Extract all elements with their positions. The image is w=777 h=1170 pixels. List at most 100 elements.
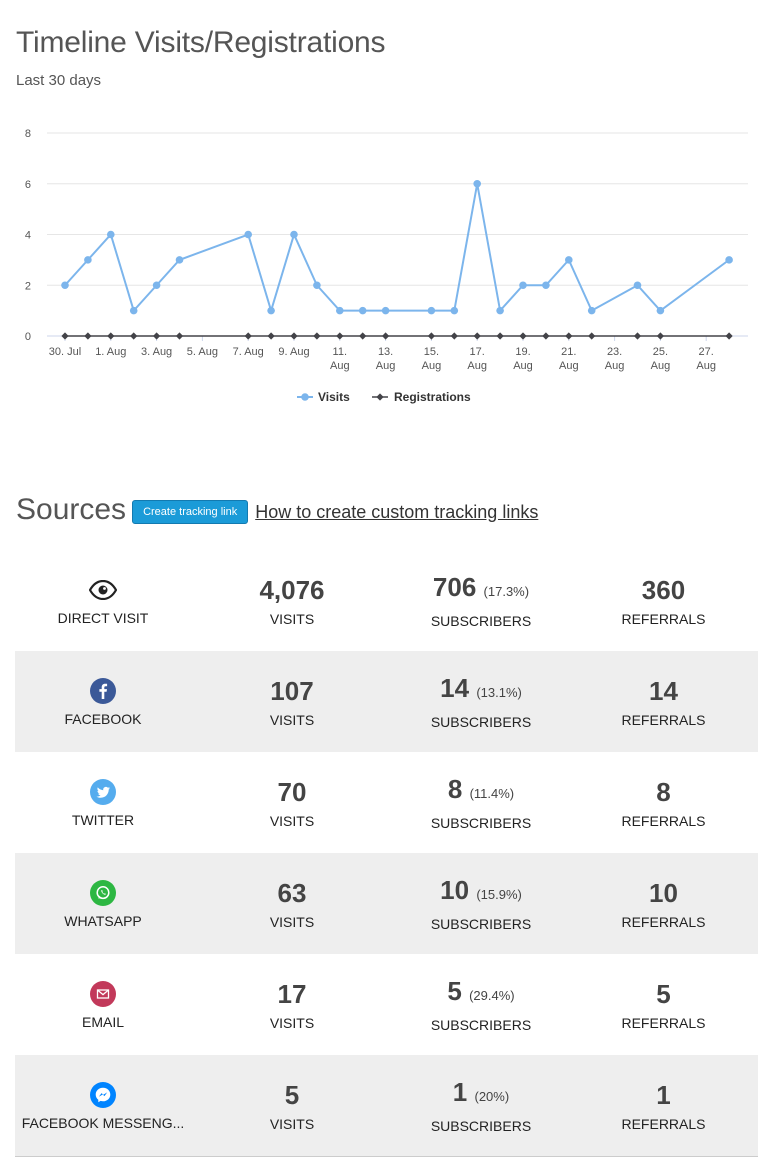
registrations-point xyxy=(336,332,344,340)
visits-count: 5 xyxy=(284,1079,300,1110)
source-row-facebook: FACEBOOK 107 VISITS 14 (13.1%) SUBSCRIBE… xyxy=(15,651,758,752)
subscribers-count: 8 xyxy=(447,774,463,804)
x-tick-label: 13. xyxy=(378,346,393,358)
referrals-caption: REFERRALS xyxy=(621,711,706,728)
visits-point xyxy=(427,306,436,315)
source-name: EMAIL xyxy=(81,1013,124,1030)
registrations-point xyxy=(382,332,390,340)
subscribers-percent: (15.9%) xyxy=(476,887,522,902)
registrations-point xyxy=(519,332,527,340)
source-row-twitter: TWITTER 70 VISITS 8 (11.4%) SUBSCRIBERS … xyxy=(15,752,758,853)
referrals-count: 10 xyxy=(649,877,678,908)
visits-point xyxy=(587,306,596,315)
x-tick-label: 19. xyxy=(515,346,530,358)
visits-point xyxy=(358,306,367,315)
registrations-point xyxy=(450,332,458,340)
y-tick-label: 6 xyxy=(25,179,31,191)
page-title: Timeline Visits/Registrations xyxy=(16,26,386,60)
sources-header: Sources Create tracking link How to crea… xyxy=(16,490,538,530)
facebook-icon xyxy=(89,677,117,705)
x-tick-label: 17. xyxy=(470,346,485,358)
source-name: FACEBOOK xyxy=(64,710,142,727)
source-name: WHATSAPP xyxy=(64,912,142,929)
visits-point xyxy=(313,281,321,290)
visits-point xyxy=(336,306,344,315)
referrals-count: 360 xyxy=(641,574,686,605)
source-name: DIRECT VISIT xyxy=(57,609,149,626)
how-to-tracking-links-link[interactable]: How to create custom tracking links xyxy=(255,501,539,522)
y-tick-label: 0 xyxy=(25,331,31,343)
subscribers-percent: (17.3%) xyxy=(483,584,530,599)
eye-icon xyxy=(89,576,117,604)
source-row-whatsapp: WHATSAPP 63 VISITS 10 (15.9%) SUBSCRIBER… xyxy=(15,853,758,954)
x-tick-label: Aug xyxy=(651,360,671,372)
series-line-visits xyxy=(64,183,730,315)
registrations-point xyxy=(588,332,596,340)
subscribers-count: 10 xyxy=(440,875,470,905)
visits-caption: VISITS xyxy=(269,610,315,627)
visits-point xyxy=(267,306,275,315)
legend-visits-marker xyxy=(301,393,309,401)
x-tick-label: 15. xyxy=(424,346,439,358)
registrations-point xyxy=(313,332,321,340)
referrals-count: 1 xyxy=(656,1079,671,1110)
y-tick-label: 8 xyxy=(25,128,31,140)
referrals-count: 5 xyxy=(656,978,671,1009)
visits-point xyxy=(61,281,69,290)
registrations-point xyxy=(565,332,573,340)
x-tick-label: 3. Aug xyxy=(141,346,172,358)
visits-caption: VISITS xyxy=(269,812,315,829)
x-tick-label: Aug xyxy=(559,360,579,372)
timeline-chart: 0 2 4 6 8 30. Jul 1. Aug 3. Aug 5. Aug 7. Aug 9. A… xyxy=(25,128,748,404)
subscribers-caption: SUBSCRIBERS xyxy=(430,714,532,730)
source-row-direct: DIRECT VISIT 4,076 VISITS 706 (17.3%) SU… xyxy=(15,550,758,651)
subscribers-caption: SUBSCRIBERS xyxy=(430,613,532,629)
registrations-point xyxy=(290,332,298,340)
y-tick-label: 2 xyxy=(25,280,31,292)
x-tick-label: Aug xyxy=(696,360,716,372)
registrations-point xyxy=(84,332,92,340)
subscribers-count: 14 xyxy=(440,673,470,703)
x-tick-label: 25. xyxy=(653,346,668,358)
referrals-caption: REFERRALS xyxy=(621,913,706,930)
x-tick-label: Aug xyxy=(513,360,533,372)
y-tick-label: 4 xyxy=(25,230,31,242)
legend-registrations-label: Registrations xyxy=(394,390,471,404)
registrations-point xyxy=(656,332,664,340)
create-tracking-link-button[interactable]: Create tracking link xyxy=(132,500,249,524)
x-tick-label: Aug xyxy=(422,360,442,372)
visits-caption: VISITS xyxy=(269,711,315,728)
legend-visits-label: Visits xyxy=(318,390,350,404)
referrals-caption: REFERRALS xyxy=(621,812,706,829)
visits-point xyxy=(725,256,733,264)
referrals-caption: REFERRALS xyxy=(621,1115,706,1132)
legend-registrations-marker xyxy=(376,393,384,401)
visits-point xyxy=(542,281,550,290)
visits-point xyxy=(152,281,161,290)
source-name: FACEBOOK MESSENG... xyxy=(21,1114,185,1131)
visits-point xyxy=(381,306,390,315)
registrations-point xyxy=(244,332,252,340)
visits-point xyxy=(175,256,184,264)
x-tick-label: 30. Jul xyxy=(49,346,81,358)
subscribers-caption: SUBSCRIBERS xyxy=(430,916,532,932)
visits-caption: VISITS xyxy=(269,1014,315,1031)
x-tick-label: 7. Aug xyxy=(233,346,264,358)
subscribers-percent: (13.1%) xyxy=(476,685,522,700)
subscribers-caption: SUBSCRIBERS xyxy=(430,1017,532,1033)
table-bottom-border xyxy=(15,1156,758,1157)
x-tick-label: Aug xyxy=(467,360,487,372)
sources-title: Sources xyxy=(16,493,127,526)
registrations-point xyxy=(496,332,504,340)
chart-subtitle: Last 30 days xyxy=(16,72,102,89)
source-row-messenger: FACEBOOK MESSENG... 5 VISITS 1 (20%) SUB… xyxy=(15,1055,758,1156)
subscribers-percent: (29.4%) xyxy=(469,988,515,1003)
visits-point xyxy=(450,306,459,315)
referrals-caption: REFERRALS xyxy=(621,610,706,627)
registrations-point xyxy=(359,332,367,340)
visits-point xyxy=(84,256,92,264)
visits-point xyxy=(565,256,573,264)
x-tick-label: 9. Aug xyxy=(278,346,309,358)
visits-point xyxy=(656,306,665,315)
visits-point xyxy=(473,179,482,188)
